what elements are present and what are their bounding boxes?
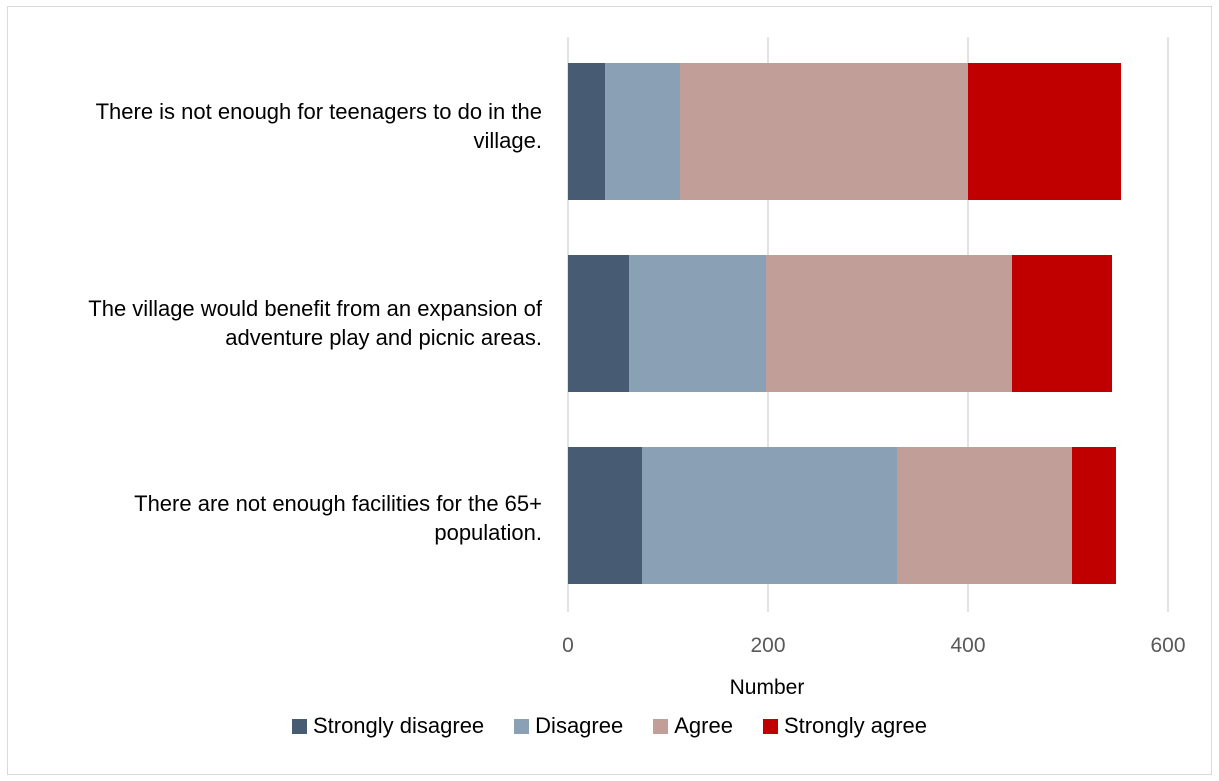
- bar-agree: [766, 255, 1012, 392]
- legend-item-strongly-agree: Strongly agree: [762, 713, 928, 739]
- legend-item-disagree: Disagree: [514, 713, 623, 739]
- x-tick-label: 200: [750, 634, 785, 657]
- x-tick-label: 400: [950, 634, 985, 657]
- bar-strongly-agree: [1072, 447, 1116, 584]
- category-label-text: There are not enough facilities for the …: [134, 491, 542, 545]
- x-tick-label: 600: [1150, 634, 1185, 657]
- category-label-adventure-play: The village would benefit from an expans…: [22, 294, 542, 352]
- category-label-text: There is not enough for teenagers to do …: [95, 99, 542, 153]
- bar-strongly-agree: [1012, 255, 1112, 392]
- category-label-teenagers: There is not enough for teenagers to do …: [22, 97, 542, 155]
- bar-strongly-disagree: [568, 255, 629, 392]
- bar-strongly-disagree: [568, 63, 605, 200]
- category-label-65-plus: There are not enough facilities for the …: [22, 489, 542, 547]
- legend-label: Strongly agree: [783, 713, 928, 738]
- legend-label: Strongly disagree: [312, 713, 485, 738]
- bar-agree: [897, 447, 1072, 584]
- legend-swatch-agree: [653, 718, 669, 734]
- legend-item-agree: Agree: [653, 713, 733, 739]
- legend-label: Agree: [674, 713, 733, 738]
- bar-strongly-disagree: [568, 447, 642, 584]
- x-tick-label: 0: [562, 634, 574, 657]
- legend-swatch-strongly-disagree: [291, 718, 307, 734]
- bar-disagree: [605, 63, 680, 200]
- category-label-text: The village would benefit from an expans…: [88, 296, 542, 350]
- legend: Strongly disagree Disagree Agree Strongl…: [0, 713, 1219, 739]
- legend-swatch-disagree: [514, 718, 530, 734]
- bar-disagree: [642, 447, 897, 584]
- legend-item-strongly-disagree: Strongly disagree: [291, 713, 485, 739]
- bar-agree: [680, 63, 968, 200]
- legend-swatch-strongly-agree: [762, 718, 778, 734]
- bar-strongly-agree: [968, 63, 1121, 200]
- bar-disagree: [629, 255, 766, 392]
- legend-label: Disagree: [535, 713, 624, 738]
- x-axis-title: Number: [729, 676, 805, 699]
